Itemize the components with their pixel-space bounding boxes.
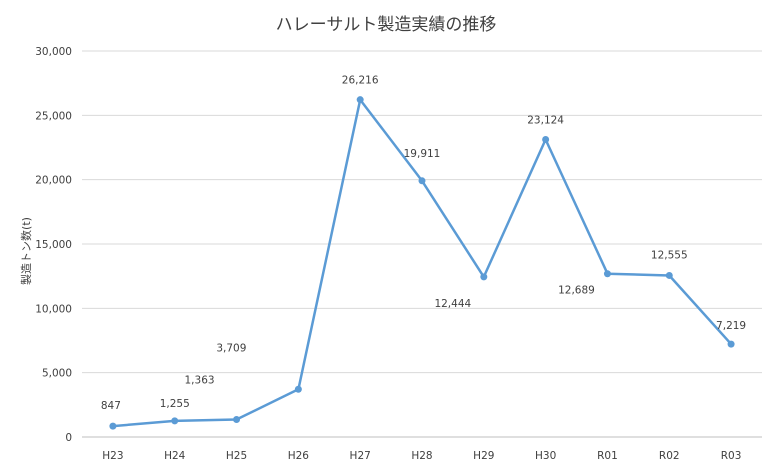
y-tick-label: 20,000 — [35, 175, 72, 187]
data-label: 23,124 — [527, 114, 564, 126]
data-point — [294, 385, 302, 393]
data-point — [109, 422, 117, 430]
x-tick-label: H29 — [473, 450, 494, 462]
data-point — [665, 271, 673, 279]
data-points — [109, 96, 735, 430]
y-tick-label: 30,000 — [35, 46, 72, 58]
data-point — [542, 135, 550, 143]
data-label: 12,444 — [434, 298, 471, 310]
y-tick-label: 25,000 — [35, 110, 72, 122]
data-label: 847 — [101, 400, 121, 412]
data-point — [480, 273, 488, 281]
x-tick-label: H28 — [411, 450, 432, 462]
data-point — [171, 417, 179, 425]
data-label: 7,219 — [716, 320, 746, 332]
data-point — [418, 177, 426, 185]
data-point — [603, 270, 611, 278]
x-tick-label: H30 — [535, 450, 556, 462]
data-point — [233, 415, 241, 423]
chart-title: ハレーサルト製造実績の推移 — [276, 15, 497, 35]
x-tick-label: H26 — [288, 450, 310, 462]
data-label: 12,555 — [651, 249, 688, 261]
data-label: 1,363 — [185, 374, 215, 386]
y-tick-label: 15,000 — [35, 239, 72, 251]
x-tick-label: R01 — [597, 450, 618, 462]
y-axis-label: 製造トン数(t) — [19, 217, 33, 285]
x-axis-ticks: H23 H24 H25 H26 H27 H28 H29 H30 R01 R02 R03 — [102, 450, 741, 462]
x-tick-label: R03 — [721, 450, 742, 462]
data-label: 12,689 — [558, 285, 595, 297]
x-tick-label: R02 — [659, 450, 680, 462]
data-label: 19,911 — [404, 148, 441, 160]
data-label: 3,709 — [216, 342, 246, 354]
data-labels: 847 1,255 1,363 3,709 26,216 19,911 12,444 23,1… — [101, 75, 746, 412]
y-axis-ticks: 0 5,000 10,000 15,000 20,000 25,000 30,000 — [35, 46, 72, 444]
x-tick-label: H23 — [102, 450, 123, 462]
y-tick-label: 0 — [65, 432, 72, 444]
y-tick-label: 10,000 — [35, 303, 72, 315]
data-point — [356, 96, 364, 104]
x-tick-label: H25 — [226, 450, 247, 462]
data-label: 26,216 — [342, 75, 379, 87]
data-label: 1,255 — [160, 398, 190, 410]
x-tick-label: H27 — [350, 450, 371, 462]
data-point — [727, 340, 735, 348]
y-tick-label: 5,000 — [42, 368, 72, 380]
x-tick-label: H24 — [164, 450, 186, 462]
